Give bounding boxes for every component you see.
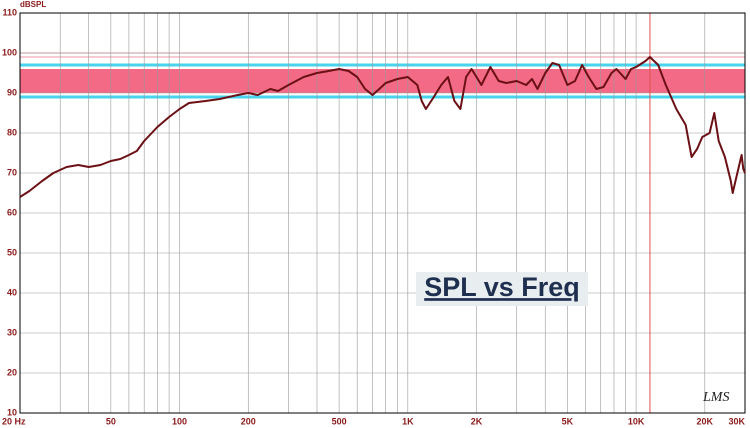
y-tick-label: 90 <box>7 87 17 97</box>
y-tick-label: 110 <box>2 7 17 17</box>
logo: LMS <box>702 390 729 405</box>
x-tick-label: 20K <box>697 416 714 426</box>
annotation-box <box>416 272 588 306</box>
x-tick-label: 100 <box>172 416 187 426</box>
target-band <box>20 69 745 93</box>
y-axis-label: dBSPL <box>20 0 46 9</box>
spl-curve <box>19 56 746 198</box>
y-tick-label: 40 <box>7 287 17 297</box>
x-tick-label: 30K <box>728 416 745 426</box>
y-tick-label: 50 <box>7 247 17 257</box>
y-tick-label: 70 <box>7 167 17 177</box>
y-tick-label: 10 <box>7 407 17 417</box>
x-tick-label: 500 <box>332 416 347 426</box>
x-tick-label: 1K <box>402 416 414 426</box>
y-tick-label: 100 <box>2 47 17 57</box>
annotation: SPL vs Freq <box>424 272 580 302</box>
y-tick-label: 30 <box>7 327 17 337</box>
x-tick-label: 20 Hz <box>2 416 26 426</box>
x-tick-label: 200 <box>241 416 256 426</box>
x-tick-label: 50 <box>106 416 116 426</box>
y-tick-label: 60 <box>7 207 17 217</box>
plot-frame <box>19 12 746 414</box>
x-tick-label: 2K <box>471 416 483 426</box>
y-tick-label: 20 <box>7 367 17 377</box>
x-tick-label: 10K <box>628 416 645 426</box>
x-tick-label: 5K <box>562 416 574 426</box>
y-tick-label: 80 <box>7 127 17 137</box>
